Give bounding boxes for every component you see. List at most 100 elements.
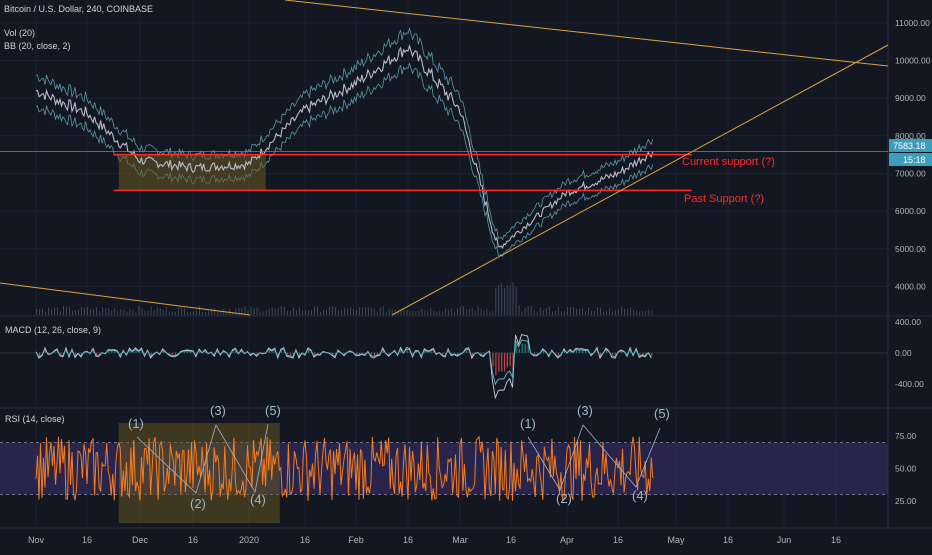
x-tick-label: 16 — [300, 535, 310, 545]
price-tick-label: 7000.00 — [895, 168, 926, 178]
volume-bar — [175, 312, 176, 315]
volume-bar — [202, 312, 203, 315]
macd-title[interactable]: MACD (12, 26, close, 9) — [5, 325, 101, 335]
macd-histogram-bar — [187, 351, 188, 352]
volume-bar — [163, 310, 164, 315]
volume-bar — [424, 310, 425, 315]
volume-bar — [368, 308, 369, 315]
macd-histogram-bar — [454, 353, 455, 354]
volume-bar — [93, 310, 94, 315]
macd-histogram-bar — [558, 353, 559, 356]
volume-bar — [412, 311, 413, 315]
volume-bar — [48, 307, 49, 315]
indicator-vol[interactable]: Vol (20) — [4, 28, 35, 38]
volume-bar — [645, 311, 646, 315]
volume-bar — [460, 307, 461, 315]
volume-bar — [69, 306, 70, 315]
volume-bar — [196, 310, 197, 315]
volume-bar — [609, 308, 610, 315]
volume-bar — [260, 312, 261, 315]
x-tick-label: 16 — [82, 535, 92, 545]
macd-histogram-bar — [457, 353, 458, 355]
volume-bar — [138, 306, 139, 315]
macd-histogram-bar — [190, 352, 191, 353]
volume-bar — [549, 306, 550, 315]
volume-bar — [576, 309, 577, 315]
volume-bar — [603, 312, 604, 315]
wave-label: (4) — [250, 492, 266, 507]
volume-bar — [561, 311, 562, 315]
macd-histogram-bar — [314, 353, 315, 355]
wave-label: (4) — [632, 488, 648, 503]
volume-bar — [217, 311, 218, 315]
macd-histogram-bar — [415, 352, 416, 353]
indicator-bb[interactable]: BB (20, close, 2) — [4, 41, 71, 51]
chart-title: Bitcoin / U.S. Dollar, 240, COINBASE — [4, 4, 153, 14]
volume-bar — [296, 310, 297, 315]
macd-histogram-bar — [498, 353, 499, 372]
volume-bar — [409, 311, 410, 315]
volume-bar — [353, 309, 354, 315]
volume-bar — [430, 308, 431, 315]
volume-bar — [208, 311, 209, 315]
volume-bar — [597, 307, 598, 315]
rsi-tick-label: 75.00 — [895, 431, 917, 441]
macd-histogram-bar — [555, 353, 556, 354]
volume-bar — [123, 310, 124, 315]
wave-label: (2) — [190, 496, 206, 511]
x-tick-label: Apr — [560, 535, 574, 545]
volume-bar — [45, 312, 46, 315]
volume-bar — [335, 307, 336, 315]
macd-histogram-bar — [175, 353, 176, 355]
price-tick-label: 9000.00 — [895, 93, 926, 103]
volume-bar — [184, 308, 185, 315]
macd-histogram-bar — [272, 352, 273, 353]
volume-bar — [484, 311, 485, 315]
macd-histogram-bar — [612, 353, 613, 355]
volume-bar — [404, 310, 405, 315]
wave-label: (3) — [210, 403, 226, 418]
volume-bar — [99, 311, 100, 315]
volume-bar — [570, 307, 571, 315]
macd-histogram-bar — [308, 350, 309, 352]
volume-bar — [386, 311, 387, 315]
volume-bar — [442, 311, 443, 315]
volume-bar — [320, 312, 321, 315]
volume-bar — [205, 312, 206, 315]
volume-bar — [504, 288, 505, 315]
macd-tick-label: 400.00 — [895, 317, 921, 327]
volume-bar — [287, 311, 288, 315]
volume-bar — [492, 311, 493, 315]
volume-bar — [51, 309, 52, 315]
macd-histogram-bar — [332, 353, 333, 354]
volume-bar — [281, 306, 282, 315]
volume-bar — [178, 308, 179, 315]
volume-bar — [356, 310, 357, 315]
volume-bar — [418, 310, 419, 315]
volume-bar — [166, 307, 167, 315]
volume-bar — [612, 311, 613, 315]
macd-histogram-bar — [374, 353, 375, 356]
wave-label: (2) — [556, 491, 572, 506]
volume-bar — [389, 309, 390, 315]
x-tick-label: Dec — [132, 535, 149, 545]
volume-bar — [254, 308, 255, 315]
volume-bar — [439, 311, 440, 315]
volume-bar — [621, 307, 622, 315]
macd-histogram-bar — [442, 353, 443, 354]
macd-histogram-bar — [54, 352, 55, 353]
macd-histogram-bar — [582, 351, 583, 353]
volume-bar — [540, 307, 541, 315]
volume-bar — [534, 310, 535, 315]
volume-bar — [317, 306, 318, 315]
macd-histogram-bar — [651, 353, 652, 356]
volume-bar — [311, 310, 312, 315]
volume-bar — [478, 307, 479, 315]
rsi-title[interactable]: RSI (14, close) — [5, 414, 65, 424]
volume-bar — [475, 311, 476, 315]
volume-bar — [126, 311, 127, 315]
macd-histogram-bar — [579, 351, 580, 353]
macd-histogram-bar — [424, 351, 425, 353]
macd-histogram-bar — [114, 351, 115, 353]
